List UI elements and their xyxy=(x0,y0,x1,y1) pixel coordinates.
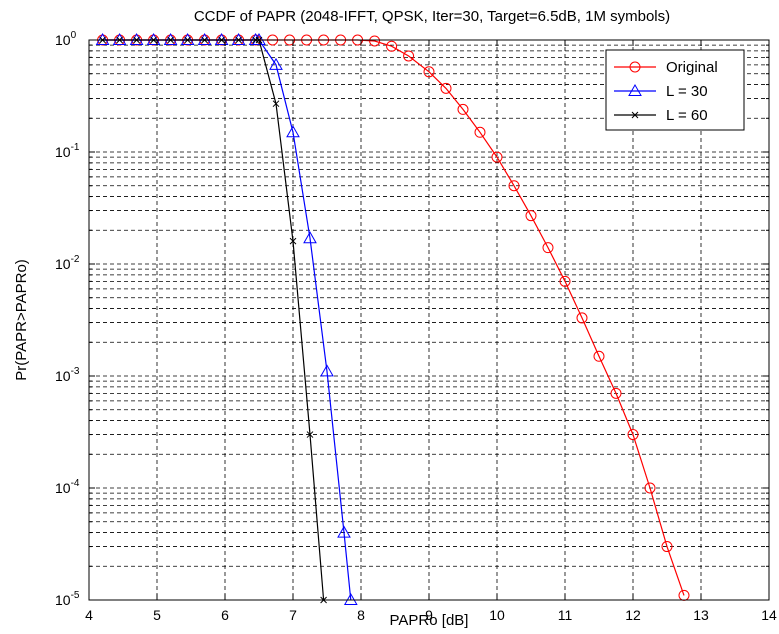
x-tick-label: 7 xyxy=(289,607,297,623)
data-point xyxy=(508,180,520,192)
data-point xyxy=(180,32,195,45)
data-point xyxy=(457,103,469,115)
legend: Original L = 30 L = 60 xyxy=(605,49,745,131)
data-point xyxy=(593,350,605,362)
y-tick-label: 10-3 xyxy=(55,366,80,384)
legend-entry: L = 30 xyxy=(614,83,708,100)
legend-label: Original xyxy=(666,59,718,76)
legend-marker xyxy=(628,83,642,96)
y-axis-label: Pr(PAPR>PAPRo) xyxy=(13,259,30,381)
data-point xyxy=(269,57,283,70)
data-point xyxy=(286,125,300,138)
data-point xyxy=(386,40,398,52)
y-tick-label: 10-4 xyxy=(55,478,80,496)
data-point xyxy=(197,32,212,45)
y-tick-labels: 10-5 10-4 10-3 10-2 10-1 100 xyxy=(55,30,80,608)
data-point xyxy=(644,482,656,494)
data-point xyxy=(423,66,435,78)
data-point xyxy=(576,312,588,324)
data-point xyxy=(231,32,246,45)
data-point xyxy=(474,126,486,138)
data-point xyxy=(320,364,334,377)
data-point xyxy=(129,32,144,45)
data-point xyxy=(610,387,622,399)
data-point xyxy=(559,275,571,287)
data-point xyxy=(163,32,178,45)
x-tick-label: 4 xyxy=(85,607,93,623)
y-tick-label: 10-1 xyxy=(55,142,80,160)
chart-title: CCDF of PAPR (2048-IFFT, QPSK, Iter=30, … xyxy=(194,8,670,25)
data-point xyxy=(661,541,673,553)
x-tick-label: 12 xyxy=(625,607,641,623)
legend-entry: Original xyxy=(614,59,718,76)
data-point xyxy=(343,592,358,605)
data-point xyxy=(525,210,537,222)
legend-box xyxy=(605,49,745,131)
legend-label: L = 60 xyxy=(666,107,708,124)
legend-marker xyxy=(631,111,639,119)
data-point xyxy=(112,32,127,45)
data-point xyxy=(272,100,280,108)
x-tick-label: 6 xyxy=(221,607,229,623)
data-point xyxy=(491,151,503,163)
data-point xyxy=(146,32,161,45)
x-tick-label: 8 xyxy=(357,607,365,623)
y-tick-label: 10-5 xyxy=(55,590,80,608)
data-point xyxy=(214,32,229,45)
data-point xyxy=(337,525,351,538)
y-tick-label: 10-2 xyxy=(55,254,80,272)
x-tick-labels: 4 5 6 7 8 9 10 11 12 13 14 xyxy=(85,607,777,623)
data-point xyxy=(289,237,297,245)
data-point xyxy=(306,431,314,438)
data-point xyxy=(542,242,554,254)
data-point xyxy=(303,231,317,244)
data-point xyxy=(95,32,110,45)
axis-ticks xyxy=(88,39,770,601)
grid xyxy=(89,40,769,600)
x-tick-label: 14 xyxy=(761,607,777,623)
y-tick-label: 100 xyxy=(55,30,77,48)
x-tick-label: 11 xyxy=(558,607,573,623)
data-point xyxy=(627,429,639,441)
x-axis-label: PAPRo [dB] xyxy=(390,612,469,629)
legend-marker xyxy=(629,61,641,73)
data-point xyxy=(369,35,381,47)
x-tick-label: 9 xyxy=(425,607,433,623)
data-point xyxy=(403,50,415,62)
data-point xyxy=(440,82,452,94)
x-tick-label: 13 xyxy=(693,607,709,623)
x-tick-label: 10 xyxy=(489,607,505,623)
x-tick-label: 5 xyxy=(153,607,161,623)
legend-label: L = 30 xyxy=(666,83,708,100)
legend-entry: L = 60 xyxy=(614,107,708,124)
